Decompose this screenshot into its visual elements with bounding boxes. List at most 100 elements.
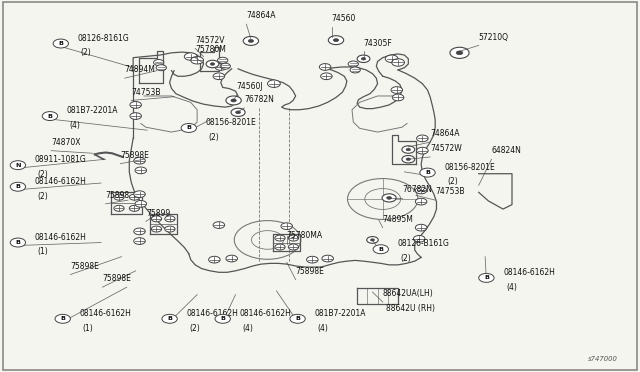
Circle shape xyxy=(357,55,370,62)
Circle shape xyxy=(248,39,253,42)
Circle shape xyxy=(281,223,292,230)
Text: 74560: 74560 xyxy=(332,14,356,23)
Text: B: B xyxy=(15,184,20,189)
Circle shape xyxy=(210,62,215,65)
Circle shape xyxy=(55,314,70,323)
Text: B: B xyxy=(60,316,65,321)
Text: B: B xyxy=(167,316,172,321)
Text: (2): (2) xyxy=(81,48,92,57)
Text: 08146-6162H: 08146-6162H xyxy=(503,268,555,277)
Text: 75780MA: 75780MA xyxy=(287,231,323,240)
Text: 08146-6162H: 08146-6162H xyxy=(79,309,131,318)
Text: 74870X: 74870X xyxy=(51,138,81,147)
Text: 75898: 75898 xyxy=(106,191,130,200)
Circle shape xyxy=(134,238,145,244)
Circle shape xyxy=(231,99,236,102)
Text: 75899: 75899 xyxy=(146,209,170,218)
Circle shape xyxy=(130,102,141,108)
Circle shape xyxy=(392,59,404,66)
Circle shape xyxy=(10,182,26,191)
Circle shape xyxy=(53,39,68,48)
Text: (1): (1) xyxy=(38,247,49,256)
Text: 75898E: 75898E xyxy=(102,275,131,283)
Circle shape xyxy=(156,65,166,71)
Text: (2): (2) xyxy=(189,324,200,333)
Circle shape xyxy=(114,205,124,211)
Text: (2): (2) xyxy=(209,133,220,142)
Text: (4): (4) xyxy=(243,324,253,333)
Text: B: B xyxy=(425,170,430,175)
Circle shape xyxy=(135,201,147,207)
Circle shape xyxy=(456,51,463,55)
Text: B: B xyxy=(47,113,52,119)
Circle shape xyxy=(215,314,230,323)
Circle shape xyxy=(406,158,411,161)
Circle shape xyxy=(328,36,344,45)
Circle shape xyxy=(371,239,374,241)
Text: s747000: s747000 xyxy=(588,356,618,362)
Text: (2): (2) xyxy=(38,192,49,201)
Circle shape xyxy=(333,39,339,42)
Circle shape xyxy=(129,205,140,211)
Circle shape xyxy=(231,108,245,116)
Circle shape xyxy=(402,155,415,163)
Circle shape xyxy=(385,55,398,62)
Circle shape xyxy=(209,256,220,263)
Text: 08156-8201E: 08156-8201E xyxy=(205,118,256,127)
Text: 76782N: 76782N xyxy=(244,95,275,104)
Circle shape xyxy=(130,113,141,119)
Text: (4): (4) xyxy=(317,324,328,333)
Circle shape xyxy=(373,245,388,254)
Text: 08146-6162H: 08146-6162H xyxy=(186,309,238,318)
Text: (1): (1) xyxy=(83,324,93,333)
Circle shape xyxy=(162,314,177,323)
Circle shape xyxy=(42,112,58,121)
Circle shape xyxy=(165,216,175,222)
Circle shape xyxy=(165,226,175,232)
Text: 57210Q: 57210Q xyxy=(479,33,509,42)
Circle shape xyxy=(191,57,204,64)
Circle shape xyxy=(420,168,435,177)
Text: 75898E: 75898E xyxy=(296,267,324,276)
Text: B: B xyxy=(220,316,225,321)
Text: (2): (2) xyxy=(401,254,412,263)
Text: N: N xyxy=(15,163,20,168)
Circle shape xyxy=(392,94,404,101)
Circle shape xyxy=(321,73,332,80)
Text: (4): (4) xyxy=(506,283,517,292)
Text: 74895M: 74895M xyxy=(383,215,413,224)
Circle shape xyxy=(154,60,164,65)
Circle shape xyxy=(226,96,241,105)
Circle shape xyxy=(415,198,427,205)
Circle shape xyxy=(215,64,227,70)
Circle shape xyxy=(387,196,392,199)
Circle shape xyxy=(218,57,228,63)
Circle shape xyxy=(415,224,427,231)
Text: 74864A: 74864A xyxy=(246,12,276,20)
Circle shape xyxy=(213,73,225,80)
Text: (2): (2) xyxy=(447,177,458,186)
Text: 74572V: 74572V xyxy=(195,36,225,45)
Text: B: B xyxy=(15,240,20,245)
Circle shape xyxy=(10,161,26,170)
Text: 08911-1081G: 08911-1081G xyxy=(35,155,86,164)
Circle shape xyxy=(135,167,147,174)
Circle shape xyxy=(290,314,305,323)
Circle shape xyxy=(213,222,225,228)
Text: 76782N: 76782N xyxy=(402,185,432,194)
Text: 08126-B161G: 08126-B161G xyxy=(397,240,449,248)
Text: 74753B: 74753B xyxy=(131,88,161,97)
Text: B: B xyxy=(484,275,489,280)
Text: 74305F: 74305F xyxy=(364,39,392,48)
Circle shape xyxy=(288,235,298,241)
Circle shape xyxy=(415,187,427,194)
Text: 08146-6162H: 08146-6162H xyxy=(239,309,291,318)
Circle shape xyxy=(226,255,237,262)
Text: 74894M: 74894M xyxy=(125,65,156,74)
Circle shape xyxy=(307,256,318,263)
Text: 081B7-2201A: 081B7-2201A xyxy=(67,106,118,115)
Text: B: B xyxy=(378,247,383,252)
Circle shape xyxy=(236,111,241,114)
Text: 08126-8161G: 08126-8161G xyxy=(77,34,129,43)
Circle shape xyxy=(288,244,298,250)
